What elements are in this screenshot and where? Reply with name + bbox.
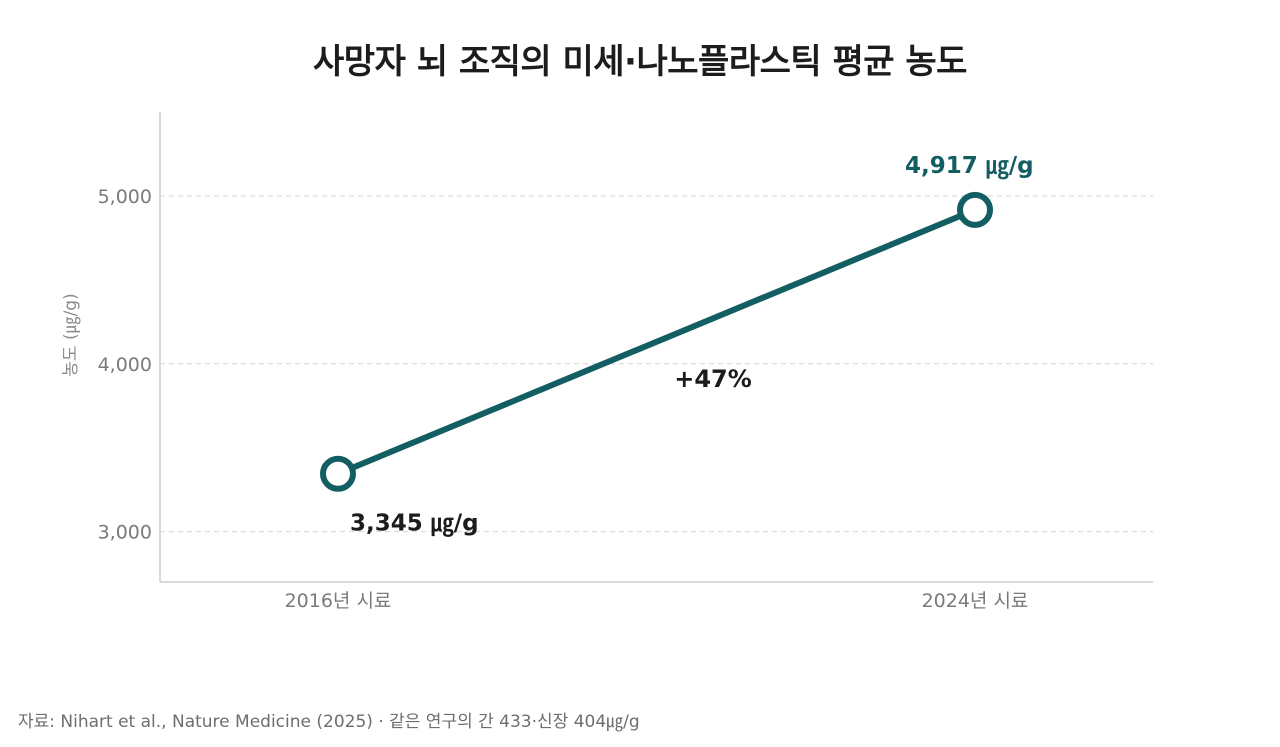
data-label: 4,917 ㎍/g	[905, 153, 1034, 180]
data-point-marker	[957, 191, 993, 228]
series-line	[335, 206, 978, 477]
x-tick-label: 2024년 시료	[922, 590, 1029, 612]
source-note: 자료: Nihart et al., Nature Medicine (2025…	[18, 712, 640, 732]
y-tick-label: 5,000	[98, 186, 152, 208]
chart-title: 사망자 뇌 조직의 미세·나노플라스틱 평균 농도	[313, 42, 967, 82]
data-point-marker	[320, 455, 356, 492]
y-axis-title: 농도 (㎍/g)	[61, 293, 81, 376]
gridlines	[160, 195, 1153, 533]
y-tick-label: 3,000	[98, 522, 152, 544]
y-tick-label: 4,000	[98, 354, 152, 376]
data-label: 3,345 ㎍/g	[350, 511, 479, 538]
change-annotation: +47%	[674, 365, 752, 393]
axes: 3,000 4,000 5,000 2016년 시료 2024년 시료 농도 (㎍/g)	[61, 112, 1153, 612]
labels: 3,345 ㎍/g 4,917 ㎍/g +47%	[350, 153, 1034, 538]
x-tick-label: 2016년 시료	[285, 590, 392, 612]
series	[320, 191, 993, 492]
